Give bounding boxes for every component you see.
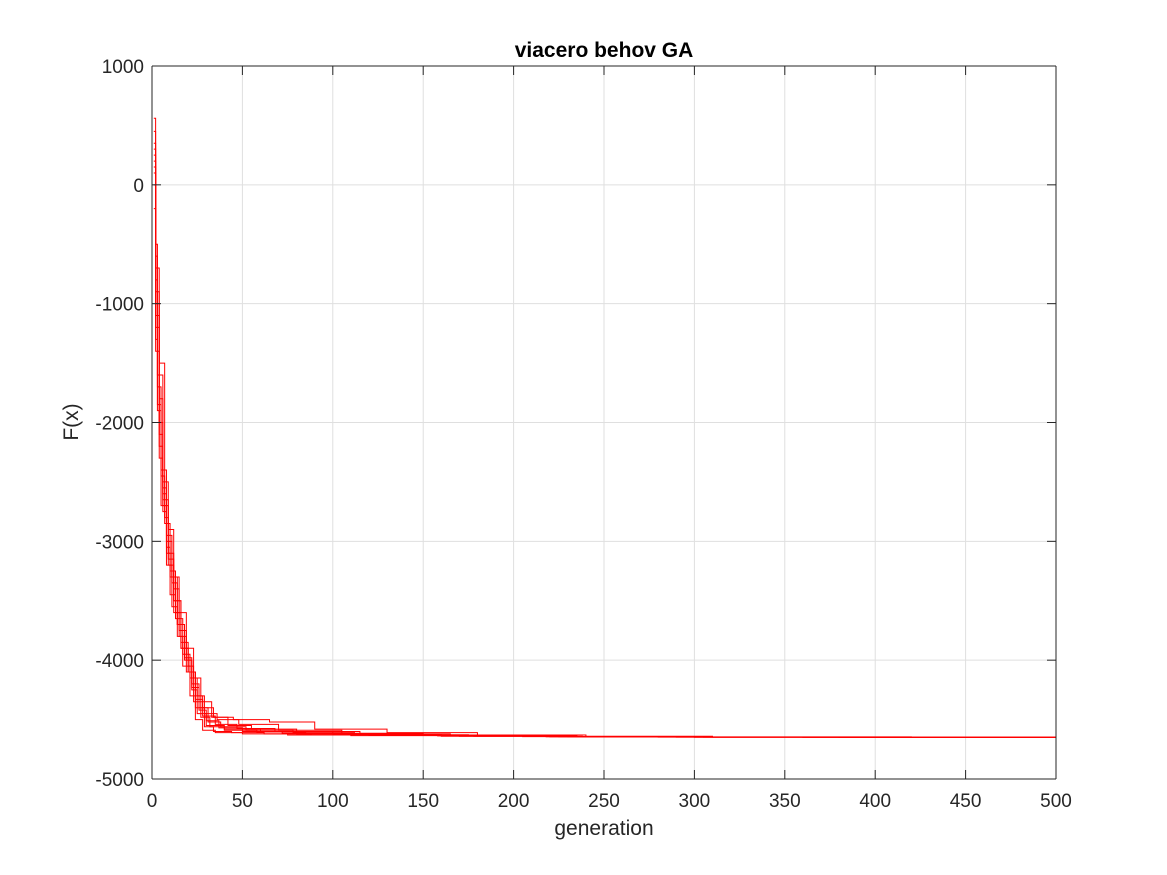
x-tick-label: 50 [232, 791, 253, 812]
x-tick-label: 350 [769, 791, 801, 812]
x-axis-label: generation [554, 817, 653, 840]
y-tick-label: -5000 [95, 770, 144, 791]
y-tick-label: 1000 [102, 57, 144, 78]
x-tick-label: 300 [679, 791, 711, 812]
x-tick-label: 450 [950, 791, 982, 812]
series-line-10 [153, 154, 1056, 738]
y-tick-label: -4000 [95, 651, 144, 672]
x-tick-label: 500 [1040, 791, 1072, 812]
x-tick-label: 0 [147, 791, 158, 812]
y-tick-label: -1000 [95, 295, 144, 316]
y-tick-label: -2000 [95, 414, 144, 435]
series-line-2 [153, 148, 1056, 738]
y-axis-label: F(x) [60, 403, 83, 440]
ticks [151, 65, 1057, 780]
chart-title: viacero behov GA [515, 39, 694, 62]
y-tick-label: 0 [133, 176, 144, 197]
y-tick-label: -3000 [95, 532, 144, 553]
x-tick-label: 150 [407, 791, 439, 812]
x-tick-label: 400 [859, 791, 891, 812]
x-tick-label: 100 [317, 791, 349, 812]
grid [152, 66, 1056, 779]
tick-labels: 0 50 100 150 200 250 300 350 400 450 500 -5000 -4000… [95, 57, 1071, 812]
x-tick-label: 250 [588, 791, 620, 812]
series-group [153, 117, 1056, 738]
x-tick-label: 200 [498, 791, 530, 812]
